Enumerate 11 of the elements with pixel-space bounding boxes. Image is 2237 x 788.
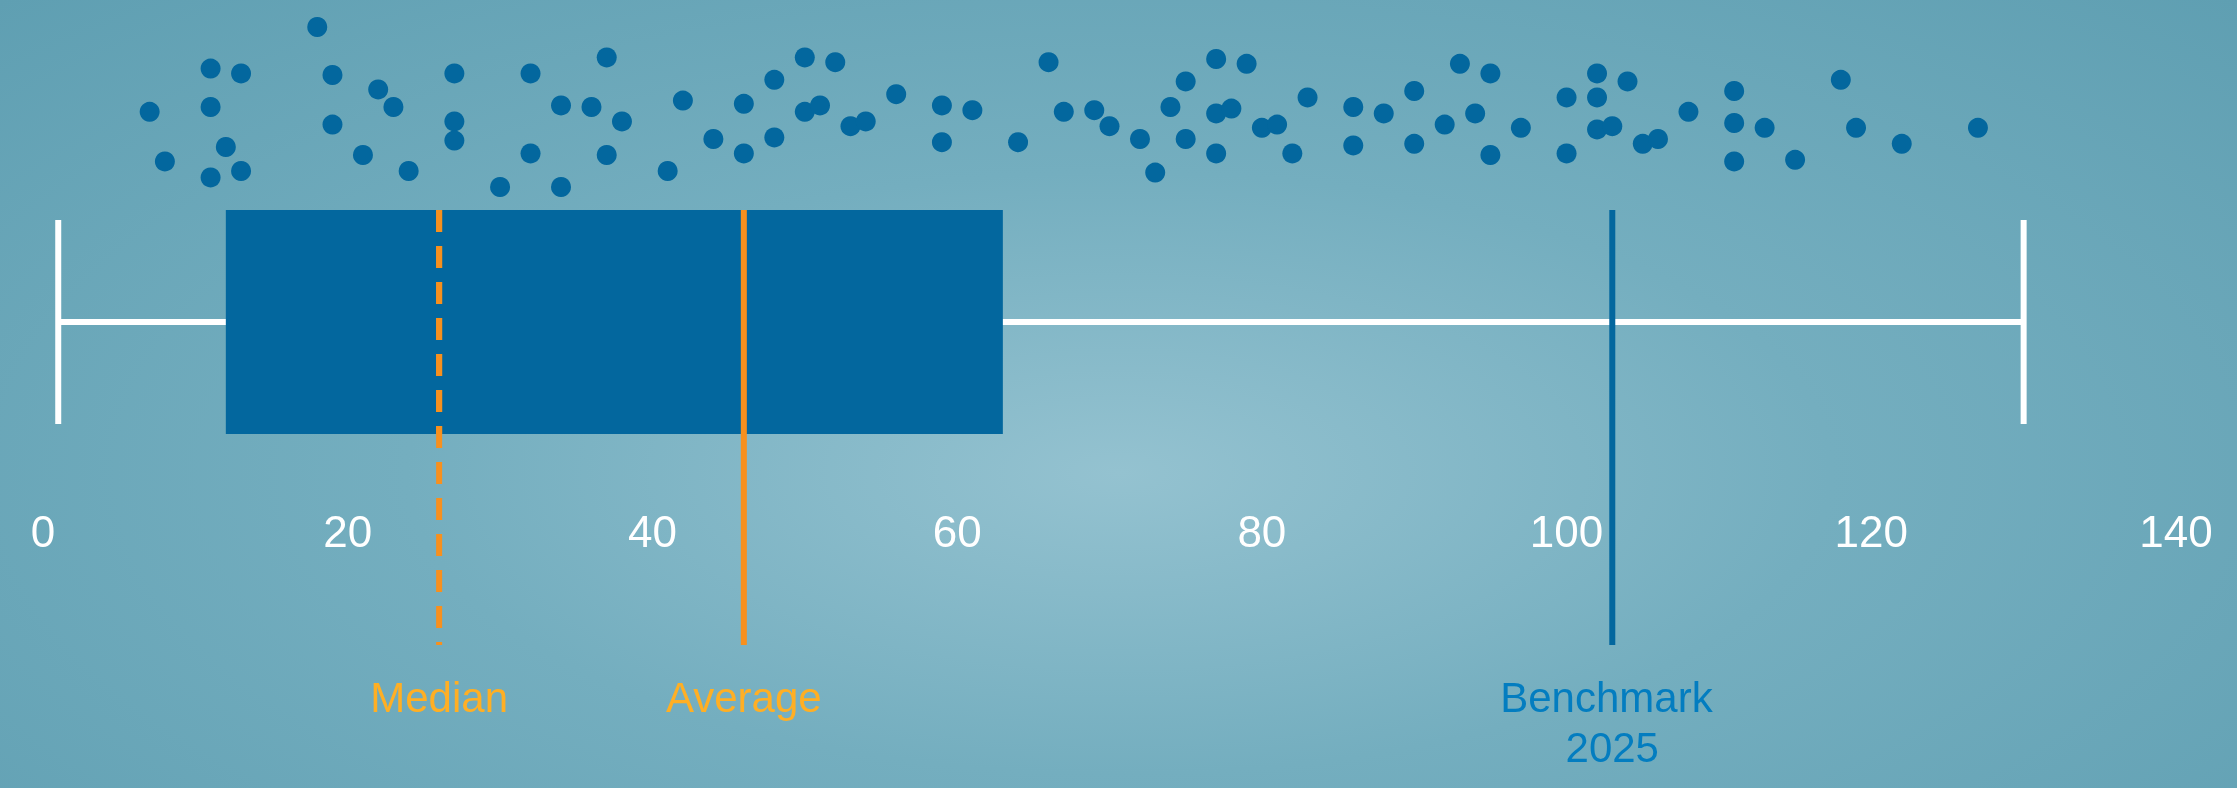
x-tick-label: 20 <box>323 506 373 556</box>
ref-line-label: Average <box>666 673 822 721</box>
ref-line-label: Median <box>370 673 509 721</box>
x-tick-label: 0 <box>30 506 56 556</box>
x-tick-label: 120 <box>1834 506 1908 556</box>
x-tick-label: 60 <box>932 506 982 556</box>
ref-line-label: Benchmark 2025 <box>1500 673 1725 771</box>
x-tick-label: 100 <box>1529 506 1604 556</box>
x-tick-label: 40 <box>627 506 677 556</box>
x-tick-label: 140 <box>2139 506 2213 556</box>
x-tick-label: 80 <box>1237 506 1287 556</box>
